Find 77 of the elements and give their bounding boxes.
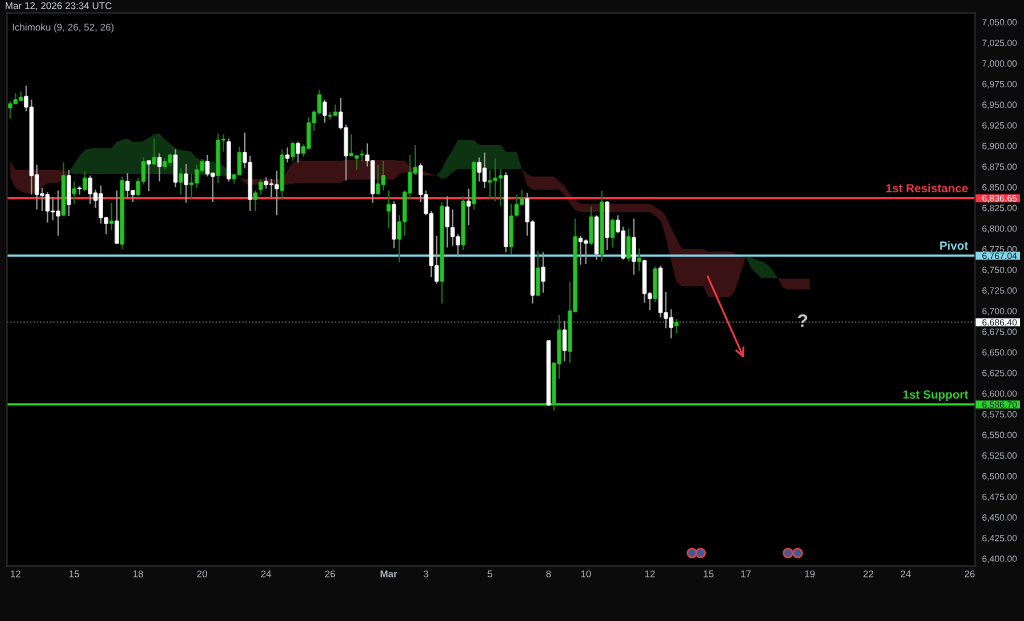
y-tick-label: 6,800.00: [982, 225, 1017, 233]
x-tick-label: 19: [805, 570, 815, 578]
y-tick-label: 6,625.00: [982, 369, 1017, 378]
x-tick-label: 17: [741, 570, 751, 578]
candlestick: [295, 141, 301, 164]
candlestick: [178, 167, 183, 196]
candlestick: [466, 188, 471, 226]
annotation: ?: [798, 314, 808, 327]
y-tick-label: 6,500.00: [982, 473, 1017, 481]
y-tick-label: 6,425.00: [982, 534, 1017, 543]
y-tick-label: 6,400.00: [982, 555, 1017, 563]
y-tick-label: 6,775.00: [982, 246, 1017, 254]
candlestick: [253, 189, 258, 212]
y-tick-label: 6,850.00: [982, 184, 1017, 192]
y-tick-label: 6,825.00: [982, 204, 1017, 213]
x-tick-label: 10: [581, 570, 591, 578]
x-tick-label: 24: [900, 570, 911, 578]
candlestick: [157, 152, 162, 183]
y-tick-label: 6,675.00: [982, 328, 1017, 337]
ref-line-label: 1st Resistance: [886, 183, 968, 193]
candlestick: [562, 320, 567, 363]
y-tick-label: 6,550.00: [982, 431, 1017, 440]
y-tick-label: 7,025.00: [982, 39, 1017, 48]
y-tick-label: 7,000.00: [982, 60, 1017, 68]
y-tick-label: 6,750.00: [982, 266, 1017, 275]
y-tick-label: 6,875.00: [982, 163, 1017, 171]
candlestick: [109, 202, 114, 231]
ref-line-label: Pivot: [940, 241, 969, 250]
y-tick-label: 6,575.00: [982, 411, 1017, 419]
candlestick: [386, 189, 391, 230]
candlestick: [637, 247, 642, 273]
y-tick-label: 6,586.70: [982, 401, 1017, 409]
y-tick-label: 6,767.04: [982, 252, 1017, 261]
x-tick-label: 22: [863, 570, 874, 578]
y-tick-label: 6,975.00: [982, 80, 1017, 89]
x-tick-label: 24: [261, 570, 272, 578]
y-tick-label: 6,950.00: [982, 101, 1017, 110]
x-tick-label: 5: [487, 570, 493, 578]
candlestick: [82, 170, 87, 192]
y-tick-label: 6,650.00: [982, 349, 1017, 357]
x-tick-label: 8: [546, 570, 551, 578]
x-tick-label: 26: [325, 570, 335, 578]
y-tick-label: 6,525.00: [982, 452, 1017, 460]
candlestick: [290, 141, 295, 162]
candlestick: [610, 217, 615, 249]
x-tick-label: 12: [10, 570, 21, 578]
y-tick-label: 7,050.00: [982, 19, 1017, 27]
candlestick: [72, 180, 77, 205]
y-tick-label: 6,900.00: [982, 142, 1017, 151]
y-tick-label: 6,600.00: [982, 390, 1017, 398]
y-tick-label: 6,475.00: [982, 493, 1017, 502]
ref-line-label: 1st Support: [903, 390, 969, 401]
y-tick-label: 6,925.00: [982, 122, 1017, 130]
x-tick-label: 3: [423, 570, 429, 578]
y-tick-label: 6,836.65: [982, 195, 1017, 203]
y-tick-label: 6,725.00: [982, 287, 1017, 295]
candlestick: [322, 98, 327, 124]
candlestick: [445, 195, 450, 249]
candlestick: [626, 227, 631, 263]
x-tick-label: Mar: [380, 570, 398, 578]
x-tick-label: 26: [964, 570, 975, 578]
candlestick: [114, 189, 119, 245]
y-tick-label: 6,450.00: [982, 514, 1017, 522]
candlestick: [184, 163, 189, 204]
candlestick: [152, 137, 157, 166]
x-tick-label: 18: [133, 570, 144, 578]
x-tick-label: 15: [703, 570, 714, 578]
candlestick: [146, 160, 151, 192]
x-tick-label: 15: [69, 570, 80, 578]
text: Ichimoku (9, 26, 52, 26): [12, 23, 114, 33]
x-tick-label: 12: [645, 570, 655, 578]
candlestick: [631, 217, 636, 276]
x-tick-label: 20: [197, 570, 208, 578]
y-tick-label: 6,700.00: [982, 307, 1017, 316]
chart-title: Mar 12, 2026 23:34 UTC: [5, 2, 112, 11]
y-tick-label: 6,686.40: [982, 319, 1017, 327]
candlestick: [541, 251, 546, 294]
